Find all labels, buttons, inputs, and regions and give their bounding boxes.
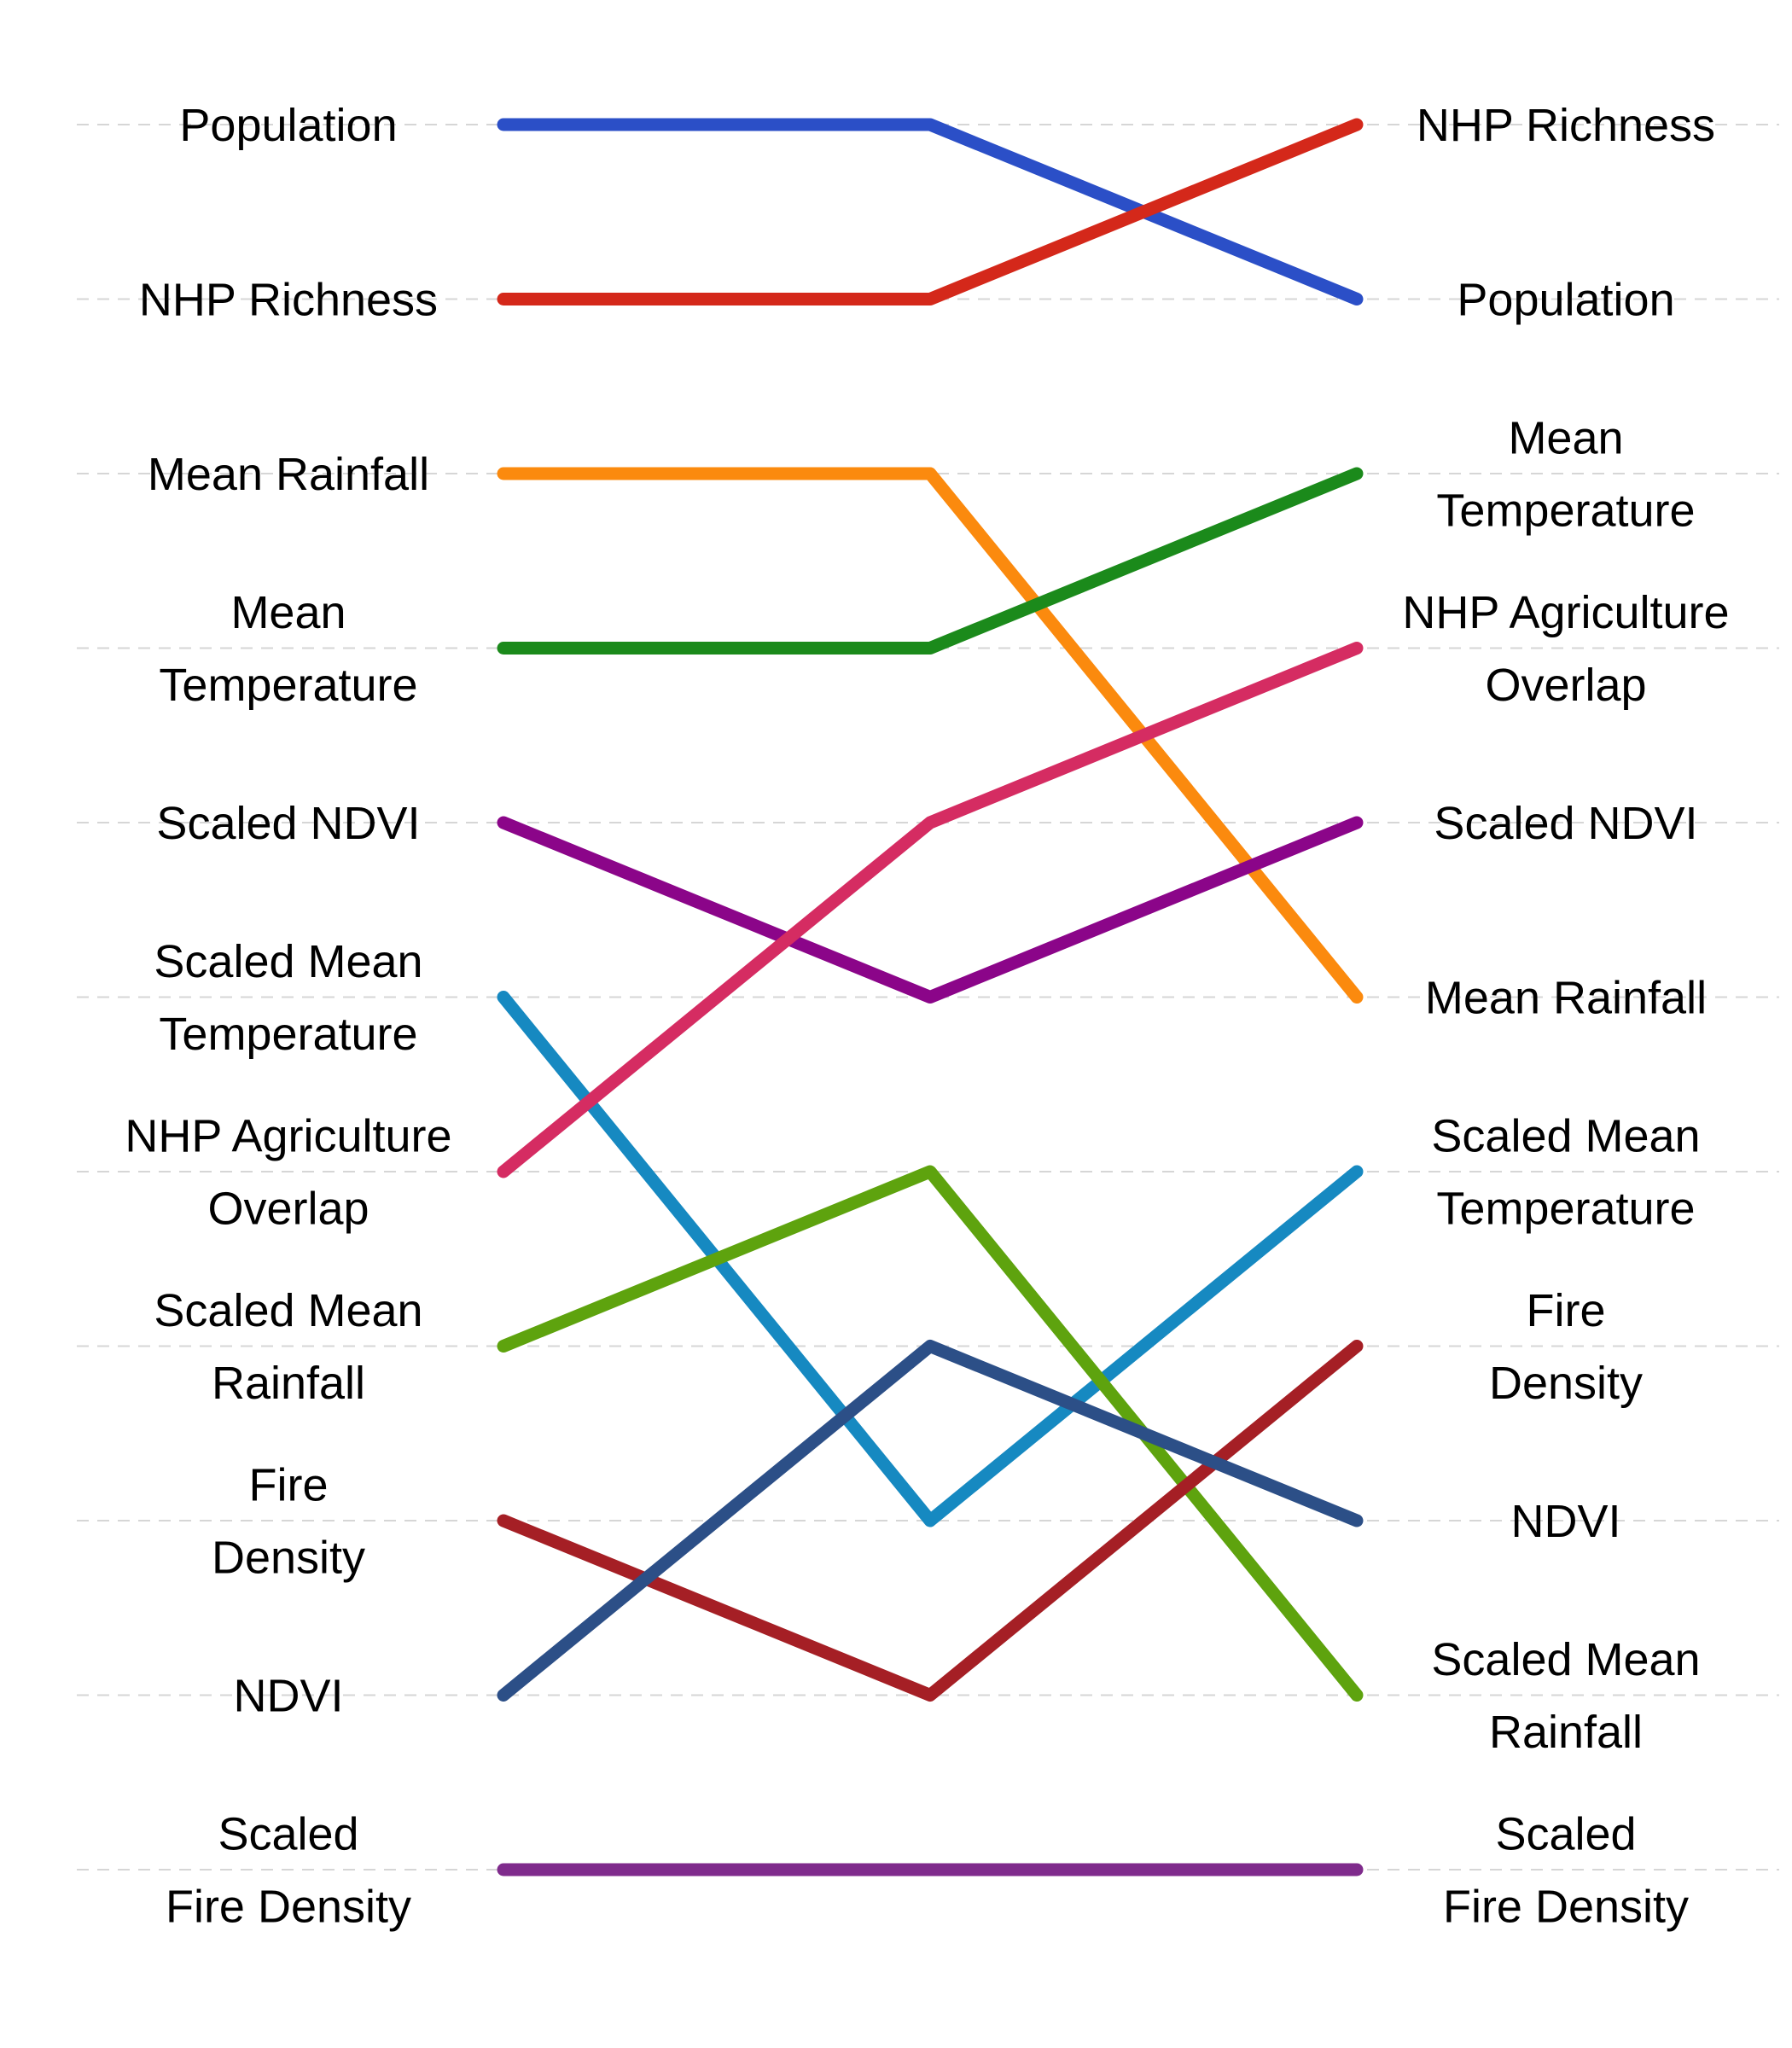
right-rank-label-line: Fire bbox=[1527, 1285, 1606, 1336]
series-line bbox=[497, 1340, 1364, 1702]
right-rank-label-line: NHP Agriculture bbox=[1402, 587, 1729, 638]
right-rank-label-line: Scaled bbox=[1495, 1809, 1636, 1860]
right-rank-label-line: Temperature bbox=[1436, 1184, 1695, 1235]
series-lines bbox=[497, 118, 1364, 1876]
series-line bbox=[497, 1165, 1364, 1702]
series-line bbox=[497, 118, 1364, 305]
right-rank-label-line: Temperature bbox=[1436, 486, 1695, 537]
right-rank-label-line: Scaled NDVI bbox=[1434, 798, 1697, 849]
right-rank-label-line: Scaled Mean bbox=[1431, 1634, 1700, 1685]
series-line bbox=[497, 467, 1364, 1004]
left-rank-label-line: Mean Rainfall bbox=[148, 449, 429, 500]
left-rank-label-line: Fire Density bbox=[166, 1882, 411, 1933]
series-line bbox=[497, 118, 1364, 305]
right-rank-label-line: Mean bbox=[1508, 413, 1623, 464]
left-rank-label-line: NHP Richness bbox=[139, 275, 438, 326]
right-rank-label-line: NDVI bbox=[1510, 1496, 1620, 1547]
right-rank-label-line: Fire Density bbox=[1443, 1882, 1689, 1933]
left-rank-label-line: NHP Agriculture bbox=[125, 1111, 451, 1162]
left-rank-label-line: Scaled Mean bbox=[154, 1285, 422, 1336]
right-rank-label-line: Rainfall bbox=[1489, 1707, 1643, 1758]
right-rank-label-line: Density bbox=[1489, 1358, 1643, 1409]
left-rank-label-line: Scaled Mean bbox=[154, 936, 422, 987]
left-rank-label-line: Scaled bbox=[218, 1809, 358, 1860]
left-rank-label-line: Temperature bbox=[159, 660, 417, 711]
left-rank-label-line: NDVI bbox=[233, 1671, 343, 1722]
left-rank-label-line: Density bbox=[212, 1533, 365, 1584]
series-line bbox=[497, 642, 1364, 1178]
right-rank-label-line: Scaled Mean bbox=[1431, 1111, 1700, 1162]
right-rank-label-line: Population bbox=[1457, 275, 1674, 326]
left-rank-label-line: Overlap bbox=[207, 1184, 369, 1235]
right-rank-label-line: NHP Richness bbox=[1417, 100, 1715, 151]
left-rank-label-line: Fire bbox=[249, 1460, 329, 1511]
left-rank-label-line: Population bbox=[179, 100, 397, 151]
right-rank-label-line: Mean Rainfall bbox=[1425, 973, 1707, 1024]
series-line bbox=[497, 991, 1364, 1527]
left-rank-label-line: Temperature bbox=[159, 1009, 417, 1060]
left-rank-label-line: Rainfall bbox=[212, 1358, 365, 1409]
left-rank-label-line: Scaled NDVI bbox=[156, 798, 420, 849]
right-rank-label-line: Overlap bbox=[1485, 660, 1646, 711]
left-rank-label-line: Mean bbox=[230, 587, 346, 638]
right-rank-labels: NHP Richness Population Mean Temperature NHP… bbox=[1402, 100, 1729, 1933]
series-line bbox=[497, 816, 1364, 1004]
series-line bbox=[497, 467, 1364, 655]
left-rank-labels: Population NHP Richness Mean Rainfall Mean T… bbox=[125, 100, 451, 1933]
